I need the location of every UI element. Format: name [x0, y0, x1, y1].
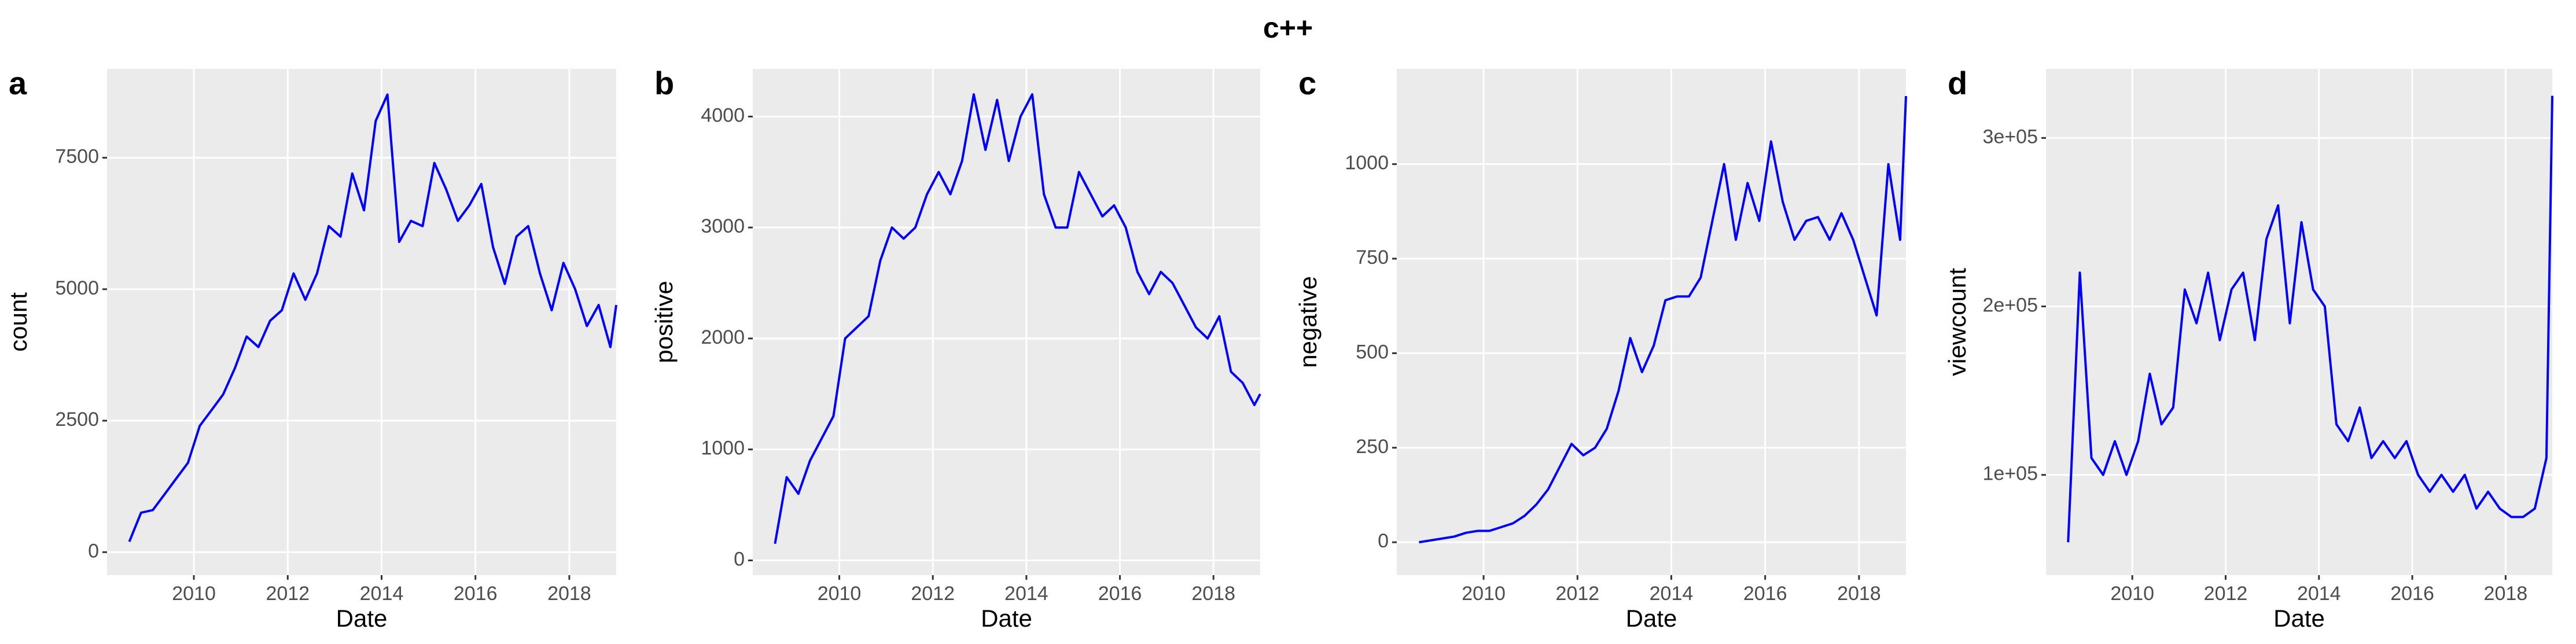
x-tick-label: 2016	[454, 583, 498, 605]
x-tick-label: 2010	[818, 583, 862, 605]
x-axis-title: Date	[981, 605, 1032, 632]
x-tick-label: 2012	[266, 583, 310, 605]
y-tick-label: 750	[1356, 246, 1389, 268]
panel: 0 2500 5000 7500 2010 2012 2014 2016 2018 Date cou…	[5, 65, 617, 632]
y-tick-label: 1e+05	[1983, 463, 2038, 485]
y-tick-label: 7500	[55, 146, 99, 168]
y-tick-label: 2000	[701, 326, 745, 348]
y-tick-label: 0	[88, 540, 99, 562]
figure-title: c++	[1263, 12, 1313, 44]
x-tick-label: 2018	[2484, 583, 2528, 605]
y-tick-label: 0	[1378, 530, 1389, 552]
plot-background	[2046, 69, 2552, 575]
panel: 1e+05 2e+05 3e+05 2010 2012 2014 2016 2018 Date v…	[1944, 65, 2553, 632]
y-tick-label: 500	[1356, 341, 1389, 363]
x-tick-label: 2018	[1837, 583, 1881, 605]
data-line	[2067, 95, 2553, 543]
x-tick-label: 2016	[1743, 583, 1787, 605]
y-tick-label: 3000	[701, 215, 745, 237]
x-axis-title: Date	[2273, 605, 2325, 632]
y-tick-label: 2e+05	[1983, 295, 2038, 317]
y-tick-label: 4000	[701, 104, 745, 126]
y-tick-label: 5000	[55, 277, 99, 299]
y-axis-title: positive	[650, 281, 678, 363]
x-tick-label: 2014	[1004, 583, 1048, 605]
data-line	[128, 93, 617, 542]
data-line	[1419, 96, 1907, 544]
x-axis-title: Date	[336, 605, 388, 632]
x-tick-label: 2012	[2204, 583, 2248, 605]
y-axis-title: viewcount	[1944, 268, 1971, 376]
x-tick-label: 2016	[2390, 583, 2434, 605]
y-axis-title: count	[5, 292, 32, 352]
x-tick-label: 2010	[2110, 583, 2154, 605]
panel: 0 250 500 750 1000 2010 2012 2014 2016 2018 Date ne…	[1294, 65, 1907, 632]
y-axis-title: negative	[1294, 276, 1322, 368]
y-tick-label: 1000	[1345, 152, 1389, 174]
plot-background	[107, 69, 616, 575]
x-tick-label: 2012	[1555, 583, 1599, 605]
panel-label: c	[1298, 65, 1316, 101]
y-tick-label: 2500	[55, 409, 99, 430]
x-tick-label: 2014	[360, 583, 404, 605]
x-tick-label: 2016	[1098, 583, 1142, 605]
panel-label: b	[654, 65, 674, 101]
y-tick-label: 1000	[701, 437, 745, 459]
x-tick-label: 2014	[2297, 583, 2341, 605]
y-tick-label: 3e+05	[1983, 126, 2038, 148]
panel-label: d	[1948, 65, 1967, 101]
y-tick-label: 0	[734, 548, 745, 570]
panel-label: a	[9, 65, 27, 101]
data-line	[774, 93, 1261, 544]
x-tick-label: 2018	[1191, 583, 1235, 605]
plot-background	[1397, 69, 1906, 575]
x-tick-label: 2014	[1650, 583, 1694, 605]
x-tick-label: 2012	[911, 583, 955, 605]
x-tick-label: 2010	[172, 583, 216, 605]
x-axis-title: Date	[1626, 605, 1677, 632]
panel: 0 1000 2000 3000 4000 2010 2012 2014 2016 2018 Dat…	[650, 65, 1261, 632]
x-tick-label: 2010	[1462, 583, 1506, 605]
y-tick-label: 250	[1356, 436, 1389, 458]
x-tick-label: 2018	[547, 583, 591, 605]
